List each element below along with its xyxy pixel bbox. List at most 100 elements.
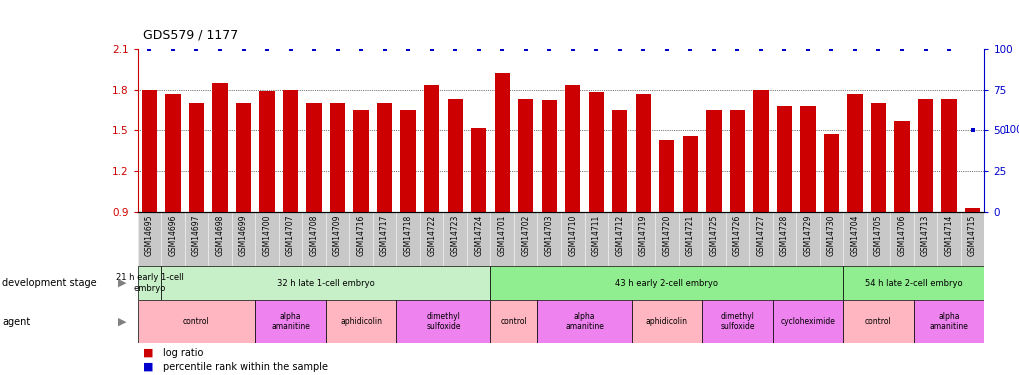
Text: GSM14715: GSM14715 [967,214,976,256]
Text: GSM14699: GSM14699 [238,214,248,256]
Text: alpha
amanitine: alpha amanitine [271,312,310,331]
Text: aphidicolin: aphidicolin [339,317,382,326]
Text: GSM14702: GSM14702 [521,214,530,256]
Bar [964,208,979,212]
Text: 32 h late 1-cell embryo: 32 h late 1-cell embryo [277,279,374,288]
Text: control: control [183,317,210,326]
Text: GSM14697: GSM14697 [192,214,201,256]
Bar [235,103,251,212]
Text: development stage: development stage [2,278,97,288]
Text: control: control [500,317,527,326]
Text: GSM14707: GSM14707 [285,214,294,256]
Bar [138,266,161,300]
Text: log ratio: log ratio [163,348,204,358]
Text: GSM14719: GSM14719 [638,214,647,256]
Bar [325,300,396,343]
Text: GSM14696: GSM14696 [168,214,177,256]
Text: 43 h early 2-cell embryo: 43 h early 2-cell embryo [614,279,717,288]
Text: dimethyl
sulfoxide: dimethyl sulfoxide [426,312,461,331]
Bar [772,300,843,343]
Bar [494,73,510,212]
Text: GSM14720: GSM14720 [661,214,671,256]
Bar [565,86,580,212]
Text: aphidicolin: aphidicolin [645,317,687,326]
Text: GSM14723: GSM14723 [450,214,460,256]
Bar [705,110,720,212]
Text: GSM14706: GSM14706 [897,214,906,256]
Text: alpha
amanitine: alpha amanitine [565,312,603,331]
Text: GSM14724: GSM14724 [474,214,483,256]
Bar [282,90,298,212]
Bar [635,94,650,212]
Bar [329,103,344,212]
Bar [729,110,744,212]
Text: GSM14725: GSM14725 [708,214,717,256]
Text: GSM14700: GSM14700 [262,214,271,256]
Bar [396,300,490,343]
Bar [913,300,983,343]
Text: GSM14729: GSM14729 [803,214,811,256]
Text: ■: ■ [143,348,153,358]
Text: ▶: ▶ [118,316,126,327]
Text: cycloheximide: cycloheximide [780,317,835,326]
Bar [255,300,325,343]
Bar [843,266,983,300]
Text: ■: ■ [143,362,153,372]
Bar [212,83,227,212]
Text: GSM14713: GSM14713 [920,214,929,256]
Text: GSM14698: GSM14698 [215,214,224,256]
Text: GSM14718: GSM14718 [404,214,413,256]
Text: 54 h late 2-cell embryo: 54 h late 2-cell embryo [864,279,962,288]
Text: GSM14703: GSM14703 [544,214,553,256]
Bar [682,136,697,212]
Bar [894,121,909,212]
Text: GSM14727: GSM14727 [756,214,764,256]
Text: GSM14712: GSM14712 [614,214,624,256]
Bar [142,90,157,212]
Text: 21 h early 1-cell
embryo: 21 h early 1-cell embryo [115,273,183,293]
Text: dimethyl
sulfoxide: dimethyl sulfoxide [719,312,754,331]
Text: alpha
amanitine: alpha amanitine [928,312,967,331]
Text: GSM14717: GSM14717 [380,214,388,256]
Text: agent: agent [2,316,31,327]
Bar [490,300,537,343]
Bar [377,103,392,212]
Text: GSM14695: GSM14695 [145,214,154,256]
Text: GDS579 / 1177: GDS579 / 1177 [143,28,237,41]
Bar [800,106,815,212]
Text: ▶: ▶ [118,278,126,288]
Text: GSM14709: GSM14709 [333,214,341,256]
Bar [776,106,792,212]
Text: GSM14708: GSM14708 [310,214,318,256]
Text: GSM14714: GSM14714 [944,214,953,256]
Bar [631,300,701,343]
Bar [823,134,839,212]
Text: percentile rank within the sample: percentile rank within the sample [163,362,328,372]
Text: GSM14730: GSM14730 [826,214,836,256]
Bar [917,99,932,212]
Bar [537,300,631,343]
Y-axis label: 100%: 100% [1003,125,1019,135]
Text: GSM14704: GSM14704 [850,214,859,256]
Bar [541,100,556,212]
Bar [847,94,862,212]
Bar [306,103,321,212]
Text: GSM14721: GSM14721 [685,214,694,256]
Bar [165,94,180,212]
Bar [259,91,274,212]
Bar [870,103,886,212]
Text: GSM14728: GSM14728 [780,214,788,256]
Bar [588,92,603,212]
Text: GSM14716: GSM14716 [357,214,365,256]
Bar [843,300,913,343]
Text: GSM14726: GSM14726 [733,214,741,256]
Bar [490,266,843,300]
Bar [354,110,369,212]
Bar [189,103,204,212]
Bar [400,110,416,212]
Text: GSM14701: GSM14701 [497,214,506,256]
Bar [701,300,772,343]
Text: GSM14705: GSM14705 [873,214,882,256]
Bar [518,99,533,212]
Bar [658,140,674,212]
